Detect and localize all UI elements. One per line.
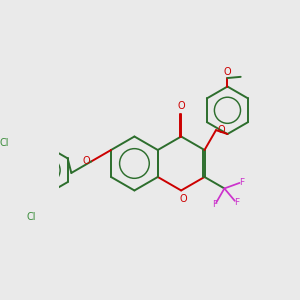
Text: O: O [177, 101, 185, 111]
Text: Cl: Cl [27, 212, 36, 221]
Text: F: F [234, 198, 239, 207]
Text: O: O [82, 157, 90, 166]
Text: O: O [224, 67, 231, 77]
Text: F: F [212, 200, 218, 209]
Text: O: O [218, 125, 225, 135]
Text: F: F [239, 178, 244, 187]
Text: O: O [180, 194, 188, 204]
Text: Cl: Cl [0, 138, 9, 148]
